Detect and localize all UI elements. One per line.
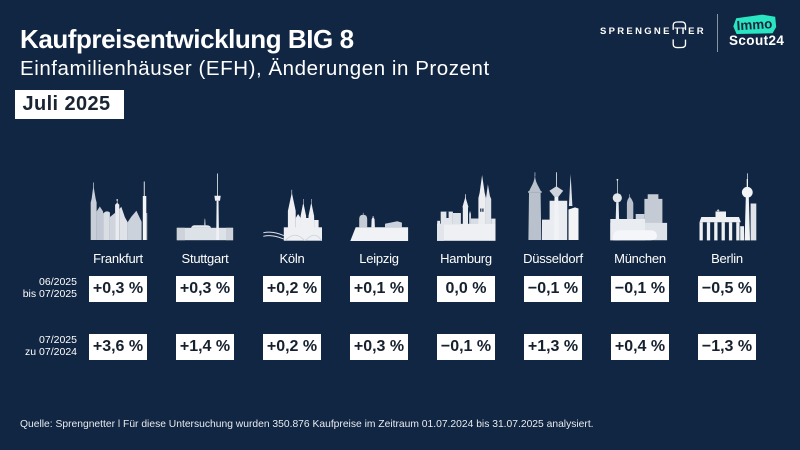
svg-text:Immo: Immo (736, 16, 773, 33)
